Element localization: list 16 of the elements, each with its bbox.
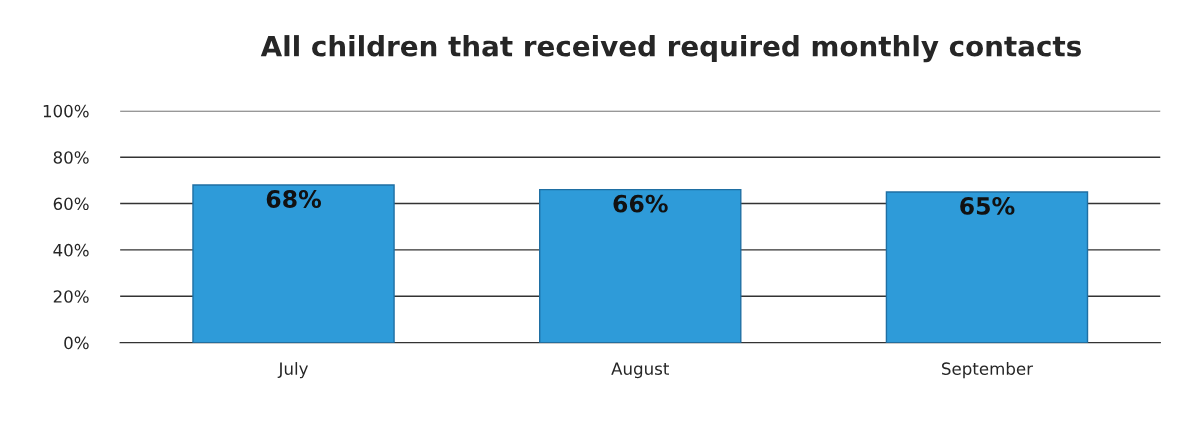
chart-title: All children that received required monthly contacts	[260, 35, 1081, 63]
y-tick-label: 0%	[64, 336, 89, 350]
x-tick-label: July	[277, 362, 309, 379]
bar	[885, 191, 1089, 343]
y-tick-label: 80%	[53, 151, 89, 164]
y-tick-label: 40%	[53, 243, 89, 257]
y-tick-label: 100%	[43, 104, 89, 118]
bar	[538, 188, 742, 343]
data-label: 68%	[266, 190, 322, 208]
bar	[192, 184, 395, 343]
y-tick-label: 20%	[53, 290, 89, 303]
x-tick-label: September	[942, 362, 1034, 379]
data-label: 66%	[613, 194, 668, 213]
data-label: 65%	[960, 197, 1015, 215]
x-tick-label: August	[611, 362, 670, 379]
y-tick-label: 60%	[53, 197, 89, 211]
